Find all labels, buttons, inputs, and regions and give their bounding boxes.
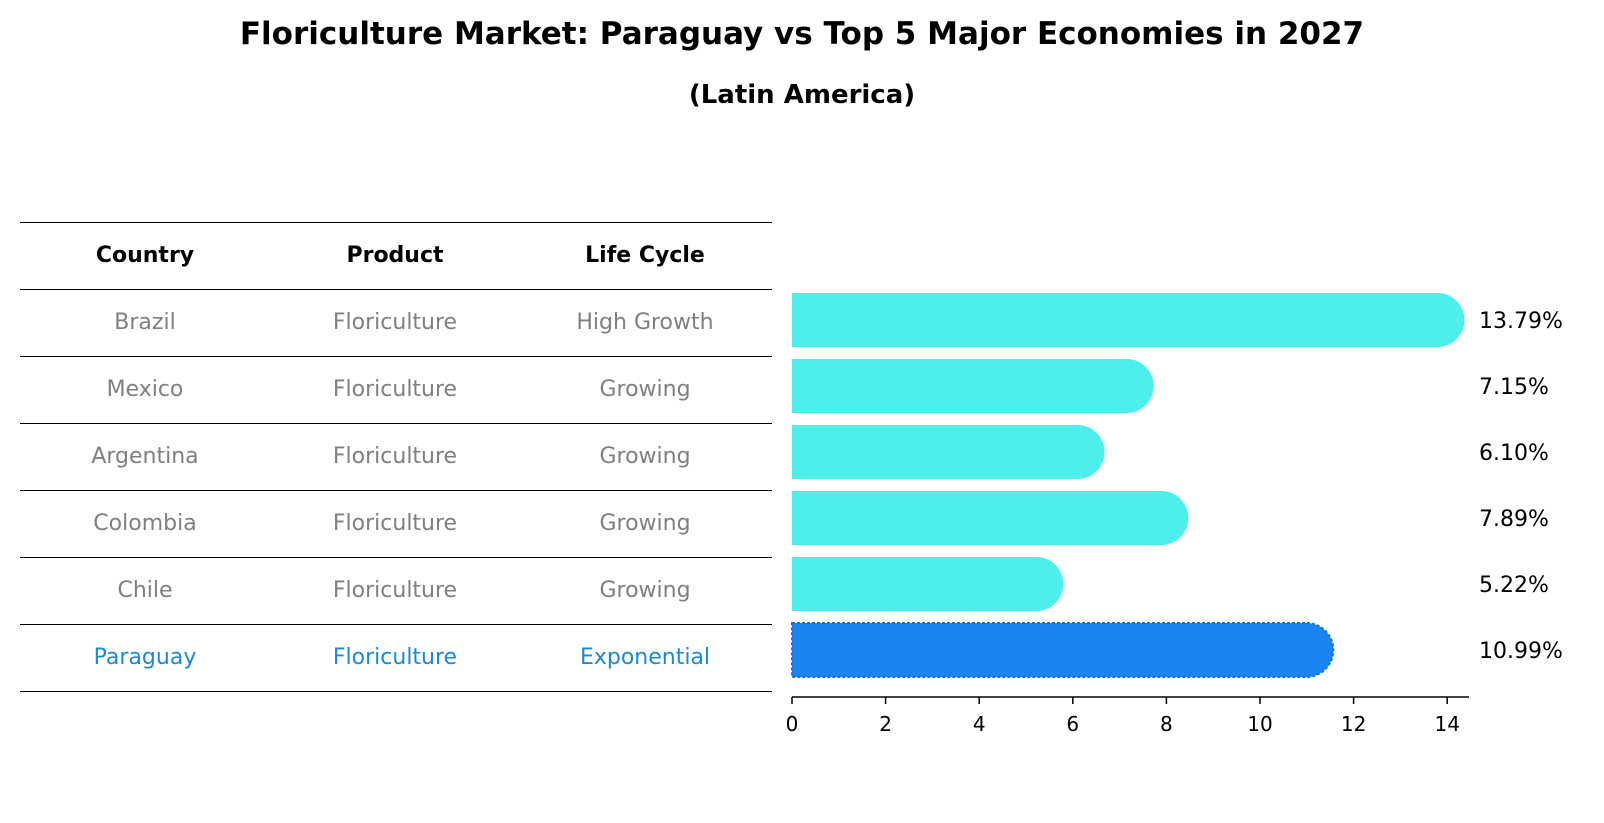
country-table: Country Product Life Cycle Brazil Floric… bbox=[20, 222, 772, 692]
country-cell: Colombia bbox=[93, 511, 197, 536]
table-row: Argentina Floriculture Growing bbox=[20, 423, 772, 490]
table-row: Chile Floriculture Growing bbox=[20, 557, 772, 624]
bar-mexico bbox=[792, 359, 1154, 413]
value-label-brazil: 13.79% bbox=[1479, 309, 1563, 334]
bar-brazil bbox=[792, 293, 1465, 347]
x-axis: 0 2 4 6 8 10 12 14 bbox=[786, 696, 1469, 736]
column-header-life-cycle: Life Cycle bbox=[585, 243, 705, 268]
product-cell: Floriculture bbox=[332, 578, 458, 603]
table-row-highlighted: Paraguay Floriculture Exponential bbox=[20, 624, 772, 692]
life-cycle-cell: Growing bbox=[599, 444, 691, 469]
x-tick-label: 4 bbox=[973, 712, 986, 736]
product-cell: Floriculture bbox=[332, 444, 458, 469]
x-tick-label: 10 bbox=[1247, 712, 1272, 736]
product-cell: Floriculture bbox=[332, 511, 458, 536]
x-tick-label: 14 bbox=[1434, 712, 1459, 736]
bar-chile bbox=[792, 557, 1064, 611]
x-tick-label: 8 bbox=[1160, 712, 1173, 736]
bar-argentina bbox=[792, 425, 1105, 479]
life-cycle-cell: Growing bbox=[599, 578, 691, 603]
x-tick-label: 0 bbox=[786, 712, 799, 736]
bar-paraguay bbox=[791, 622, 1335, 678]
country-cell: Chile bbox=[117, 578, 173, 603]
bar-colombia bbox=[792, 491, 1189, 545]
value-label-group: 13.79% 7.15% 6.10% 7.89% 5.22% 10.99% bbox=[1479, 309, 1563, 664]
country-cell: Mexico bbox=[106, 377, 184, 402]
country-cell: Paraguay bbox=[93, 645, 197, 670]
product-cell: Floriculture bbox=[332, 377, 458, 402]
life-cycle-cell: Exponential bbox=[579, 645, 711, 670]
column-header-product: Product bbox=[346, 243, 444, 268]
country-cell: Argentina bbox=[91, 444, 199, 469]
value-label-chile: 5.22% bbox=[1479, 573, 1549, 598]
bar-group bbox=[791, 293, 1465, 678]
table-header-row: Country Product Life Cycle bbox=[20, 222, 772, 289]
x-tick-label: 12 bbox=[1341, 712, 1366, 736]
country-cell: Brazil bbox=[114, 310, 176, 335]
x-tick-label: 6 bbox=[1066, 712, 1079, 736]
value-label-argentina: 6.10% bbox=[1479, 441, 1549, 466]
life-cycle-cell: Growing bbox=[599, 377, 691, 402]
product-cell: Floriculture bbox=[332, 645, 458, 670]
column-header-country: Country bbox=[95, 243, 195, 268]
life-cycle-cell: Growing bbox=[599, 511, 691, 536]
chart-subtitle: (Latin America) bbox=[688, 80, 916, 110]
table-row: Colombia Floriculture Growing bbox=[20, 490, 772, 557]
life-cycle-cell: High Growth bbox=[576, 310, 714, 335]
table-row: Brazil Floriculture High Growth bbox=[20, 289, 772, 356]
value-label-mexico: 7.15% bbox=[1479, 375, 1549, 400]
x-tick-label: 2 bbox=[879, 712, 892, 736]
value-label-paraguay: 10.99% bbox=[1479, 639, 1563, 664]
value-label-colombia: 7.89% bbox=[1479, 507, 1549, 532]
table-row: Mexico Floriculture Growing bbox=[20, 356, 772, 423]
chart-title: Floriculture Market: Paraguay vs Top 5 M… bbox=[239, 16, 1365, 52]
product-cell: Floriculture bbox=[332, 310, 458, 335]
